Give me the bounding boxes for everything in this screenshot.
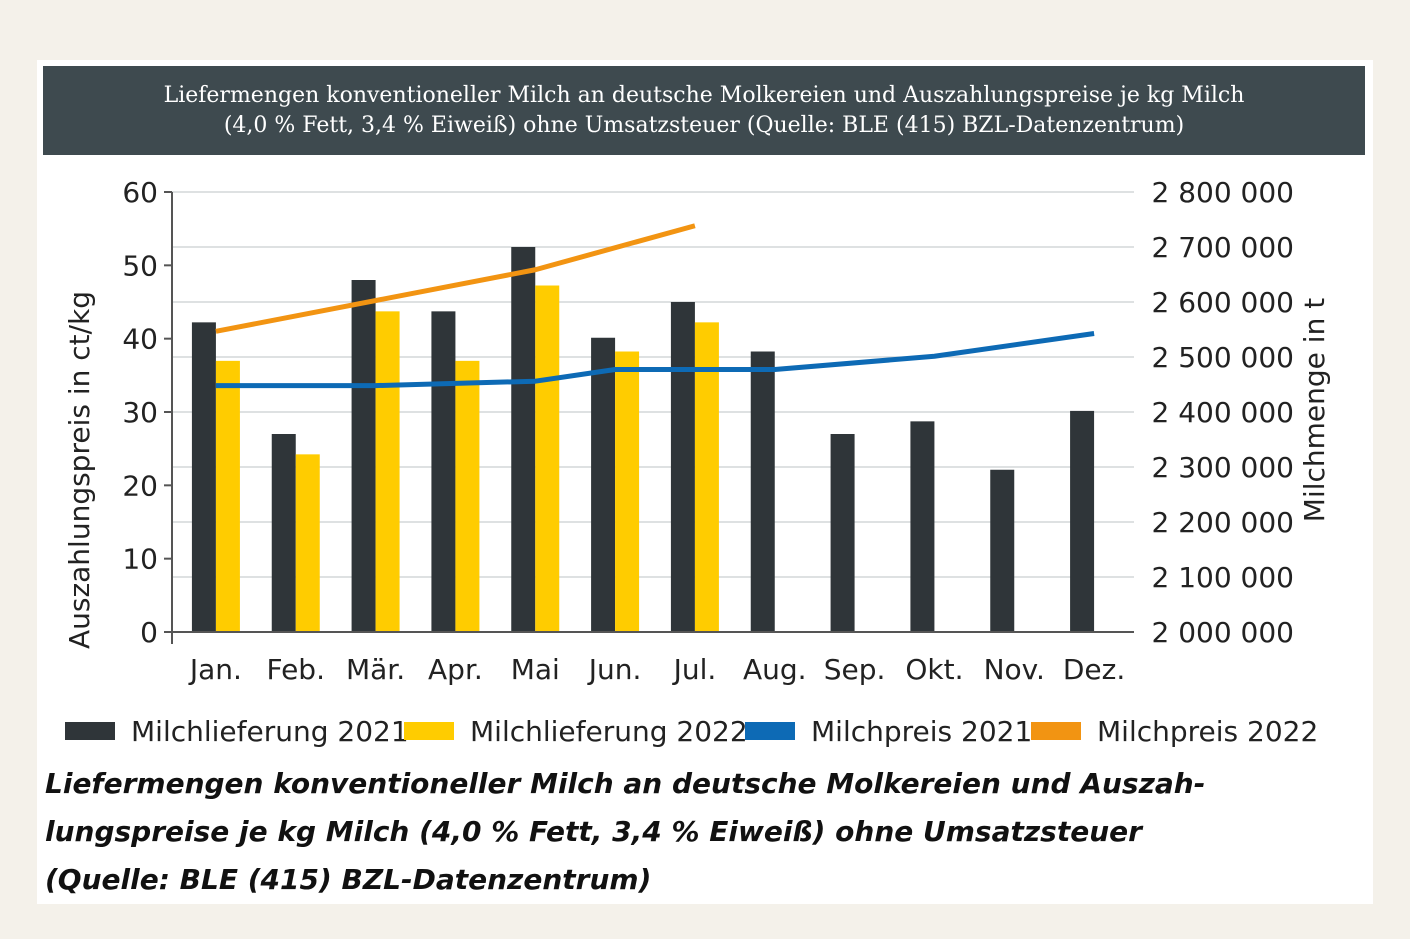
legend-label: Milchpreis 2021 [811,715,1032,748]
x-tick-label: Mär. [346,653,405,686]
chart-header: Liefermengen konventioneller Milch an de… [43,66,1365,155]
left-tick-label: 10 [122,543,158,576]
x-tick-label: Jul. [672,653,717,686]
y-axis-label-right: Milchmenge in t [1298,298,1331,522]
left-tick-label: 0 [140,616,158,649]
chart-card: Liefermengen konventioneller Milch an de… [37,60,1373,904]
left-tick-label: 40 [122,323,158,356]
x-tick-label: Jan. [188,653,242,686]
left-axis-ticks: 0 10 20 30 40 50 60 [122,176,172,649]
right-tick-label: 2 700 000 [1151,231,1294,264]
axes [171,192,1134,644]
bar-milchlieferung-2021 [990,469,1015,632]
bar-milchlieferung-2022 [215,360,240,632]
x-tick-label: Sep. [824,653,886,686]
bar-milchlieferung-2021 [1070,410,1095,632]
legend-label: Milchpreis 2022 [1097,715,1318,748]
left-tick-label: 20 [122,469,158,502]
bar-milchlieferung-2021 [511,247,536,632]
line-milchpreis-2022 [215,223,696,334]
x-tick-label: Feb. [267,653,325,686]
bar-milchlieferung-2022 [615,351,640,632]
figure-caption: Liefermengen konventioneller Milch an de… [45,760,1365,904]
bar-milchlieferung-2022 [455,360,480,632]
legend-swatch [65,722,115,740]
legend-label: Milchlieferung 2021 [131,715,409,748]
caption-line-3: (Quelle: BLE (415) BZL-Datenzentrum) [45,863,652,896]
right-tick-label: 2 300 000 [1151,451,1294,484]
bar-milchlieferung-2022 [375,311,400,632]
bar-milchlieferung-2021 [351,280,376,632]
left-tick-label: 60 [122,176,158,209]
right-tick-label: 2 600 000 [1151,286,1294,319]
x-tick-label: Dez. [1063,653,1125,686]
x-tick-label: Apr. [428,653,483,686]
bar-milchlieferung-2021 [670,302,695,632]
bar-milchlieferung-2022 [694,322,719,632]
y-axis-label-left: Auszahlungspreis in ct/kg [63,291,96,649]
right-tick-label: 2 000 000 [1151,616,1294,649]
x-tick-label: Nov. [984,653,1045,686]
bar-milchlieferung-2022 [535,285,560,632]
x-tick-label: Okt. [905,653,963,686]
legend-label: Milchlieferung 2022 [470,715,748,748]
price-lines [215,223,1095,389]
bars [191,247,1095,632]
left-tick-label: 50 [122,249,158,282]
caption-line-2: lungspreise je kg Milch (4,0 % Fett, 3,4… [45,815,1142,848]
right-axis-ticks: 2 000 000 2 100 000 2 200 000 2 300 000 2 40… [1151,176,1294,649]
legend-swatch [1031,722,1081,740]
legend-swatch [745,722,795,740]
bar-milchlieferung-2021 [910,421,935,632]
x-tick-label: Jun. [587,653,642,686]
right-tick-label: 2 800 000 [1151,176,1294,209]
header-line-1: Liefermengen konventioneller Milch an de… [163,82,1245,108]
bar-milchlieferung-2021 [750,351,775,632]
x-tick-label: Aug. [743,653,807,686]
legend-swatch [404,722,454,740]
bar-milchlieferung-2021 [431,311,456,632]
x-axis-labels: Jan. Feb. Mär. Apr. Mai Jun. Jul. Aug. Sep. Okt. N… [188,653,1125,686]
right-tick-label: 2 100 000 [1151,561,1294,594]
bar-milchlieferung-2021 [591,337,616,632]
bar-milchlieferung-2022 [295,454,320,632]
right-tick-label: 2 200 000 [1151,506,1294,539]
line-milchpreis-2021 [215,331,1095,389]
header-line-2: (4,0 % Fett, 3,4 % Eiweiß) ohne Umsatzst… [223,112,1185,138]
left-tick-label: 30 [122,396,158,429]
bar-milchlieferung-2021 [830,434,855,632]
right-tick-label: 2 400 000 [1151,396,1294,429]
legend: Milchlieferung 2021 Milchlieferung 2022 Mi… [65,715,1318,748]
chart-svg: 0 10 20 30 40 50 60 2 000 000 2 100 000 2 200 00… [63,176,1331,748]
caption-line-1: Liefermengen konventioneller Milch an de… [45,767,1206,800]
right-tick-label: 2 500 000 [1151,341,1294,374]
bar-milchlieferung-2021 [271,434,296,632]
bar-milchlieferung-2021 [191,322,216,632]
grid-lines [172,191,1134,578]
x-tick-label: Mai [511,653,560,686]
